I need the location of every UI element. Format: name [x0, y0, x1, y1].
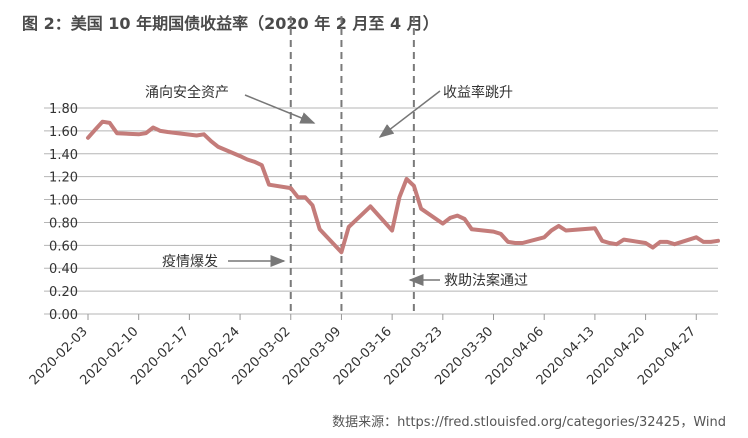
- annotation-flight-to-safety: 涌向安全资产: [145, 84, 229, 101]
- data-point: [347, 225, 350, 229]
- y-tick-label: 1.20: [49, 171, 78, 186]
- data-point: [137, 133, 140, 136]
- data-point: [115, 131, 119, 135]
- series-layer: [86, 119, 720, 255]
- data-point: [253, 160, 256, 163]
- data-point: [166, 130, 169, 134]
- data-point: [716, 239, 720, 242]
- y-tick-label: 0.40: [49, 262, 78, 277]
- data-point: [564, 229, 568, 232]
- source-note: 数据来源：https://fred.stlouisfed.org/categor…: [332, 415, 726, 430]
- data-point: [608, 241, 611, 245]
- event-markers: [289, 16, 415, 314]
- data-point: [94, 128, 97, 131]
- y-tick-label: 1.00: [49, 194, 78, 209]
- data-point: [600, 239, 604, 242]
- data-point: [369, 205, 372, 208]
- data-point: [101, 120, 104, 123]
- data-point: [405, 177, 408, 181]
- data-point: [361, 212, 365, 215]
- data-point: [195, 134, 198, 137]
- y-tick-label: 0.00: [49, 308, 78, 323]
- y-tick-label: 1.80: [49, 102, 78, 117]
- data-point: [246, 158, 249, 161]
- data-point: [340, 251, 343, 254]
- y-tick-label: 0.80: [49, 216, 78, 231]
- data-point: [521, 241, 524, 245]
- data-point: [304, 196, 307, 199]
- data-point: [202, 133, 206, 136]
- data-point: [238, 154, 242, 158]
- data-point: [448, 216, 452, 220]
- data-point: [499, 232, 502, 236]
- data-point: [673, 242, 676, 246]
- data-point: [151, 126, 155, 129]
- annotation-arrow-flight-to-safety: [244, 94, 316, 124]
- data-point: [470, 228, 473, 231]
- data-point: [398, 196, 401, 199]
- x-axis: 2020-02-032020-02-102020-02-172020-02-24…: [27, 314, 699, 388]
- y-tick-label: 1.40: [49, 148, 78, 163]
- data-point: [651, 246, 655, 249]
- series-line: [86, 119, 720, 255]
- data-point: [318, 228, 321, 231]
- data-point: [543, 236, 546, 239]
- data-point: [260, 164, 263, 167]
- y-tick-label: 0.60: [49, 239, 78, 254]
- y-tick-label: 0.20: [49, 285, 78, 300]
- data-point: [267, 183, 271, 186]
- data-point: [412, 184, 416, 188]
- data-point: [108, 121, 111, 125]
- data-point: [514, 241, 517, 245]
- grid-lines: [44, 107, 718, 315]
- data-point: [86, 136, 90, 139]
- data-point: [390, 229, 394, 232]
- data-point: [622, 238, 626, 241]
- annotation-arrow-yield-jump: [378, 90, 441, 138]
- data-point: [456, 214, 459, 217]
- data-point: [217, 145, 220, 149]
- data-point: [296, 196, 300, 199]
- data-point: [311, 204, 314, 207]
- y-axis: 0.00 0.20 0.40 0.60 0.80 1.00 1.20 1.40 1.60 1.80: [49, 102, 78, 323]
- data-point: [144, 131, 148, 135]
- y-tick-label: 1.60: [49, 125, 78, 140]
- data-point: [419, 207, 423, 210]
- annotation-pandemic: 疫情爆发: [162, 254, 218, 270]
- data-point: [557, 224, 560, 228]
- annotation-yield-jump: 收益率跳升: [443, 84, 513, 101]
- data-point: [492, 230, 495, 233]
- data-point: [354, 218, 358, 222]
- data-point: [666, 240, 669, 244]
- data-point: [441, 222, 445, 225]
- data-point: [695, 236, 698, 239]
- data-point: [658, 240, 662, 244]
- data-point: [550, 229, 553, 232]
- annotation-rescue-act: 救助法案通过: [444, 272, 528, 289]
- data-point: [644, 241, 647, 245]
- data-point: [209, 139, 213, 143]
- data-point: [593, 226, 597, 230]
- data-point: [506, 240, 510, 244]
- data-point: [709, 240, 712, 244]
- data-point: [159, 129, 162, 133]
- data-point: [463, 217, 466, 221]
- data-point: [702, 240, 705, 244]
- chart-title: 图 2：美国 10 年期国债收益率（2020 年 2 月至 4 月）: [22, 14, 439, 33]
- data-point: [615, 242, 618, 246]
- data-point: [289, 186, 292, 190]
